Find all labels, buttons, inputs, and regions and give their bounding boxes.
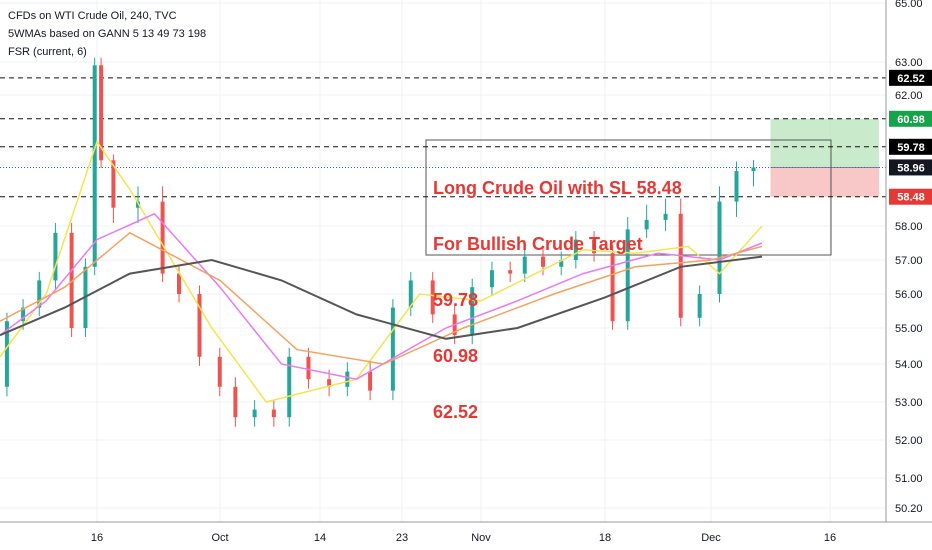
candle-body-14 xyxy=(217,356,222,387)
candle-body-42 xyxy=(734,171,739,202)
x-tick-label-7: 16 xyxy=(824,532,836,544)
candle-body-34 xyxy=(592,239,597,254)
candle-body-38 xyxy=(663,213,668,220)
ma-line-0 xyxy=(0,140,763,403)
price-axis-bg xyxy=(886,0,932,550)
y-tick-label-6: 56.00 xyxy=(895,289,923,301)
candle-body-33 xyxy=(573,239,578,260)
position-profit-zone xyxy=(770,118,879,168)
candle-body-41 xyxy=(717,201,722,294)
price-label-bg-2 xyxy=(889,138,932,155)
annotation-line-2: For Bullish Crude Target xyxy=(433,234,643,254)
price-label-2: 59.78 xyxy=(897,142,925,154)
candle-body-36 xyxy=(625,229,630,322)
candle-body-17 xyxy=(271,409,276,418)
candle-body-15 xyxy=(233,386,238,418)
candle-body-40 xyxy=(697,294,702,318)
price-label-bg-1 xyxy=(889,110,932,127)
candle-body-43 xyxy=(751,167,756,172)
ma-line-3 xyxy=(0,255,763,340)
candle-body-29 xyxy=(508,270,513,274)
y-tick-label-7: 55.00 xyxy=(895,323,923,335)
y-tick-label-11: 51.00 xyxy=(895,473,923,485)
y-tick-label-5: 57.00 xyxy=(895,255,923,267)
y-tick-label-9: 53.00 xyxy=(895,397,923,409)
y-tick-label-10: 52.00 xyxy=(895,435,923,447)
candle-body-25 xyxy=(430,280,435,315)
candle-body-11 xyxy=(160,201,165,274)
chart-title: CFDs on WTI Crude Oil, 240, TVC xyxy=(8,10,177,22)
candle-body-12 xyxy=(177,273,181,294)
annotation-line-1: Long Crude Oil with SL 58.48 xyxy=(433,178,682,198)
x-tick-label-5: 18 xyxy=(599,532,611,544)
y-tick-label-12: 50.20 xyxy=(895,503,923,515)
candle-body-2 xyxy=(21,307,26,322)
price-label-bg-3 xyxy=(889,159,932,176)
x-tick-label-1: Oct xyxy=(211,532,228,544)
candle-body-30 xyxy=(522,256,527,274)
candle-body-35 xyxy=(610,253,615,322)
candle-body-1 xyxy=(4,321,9,387)
candle-body-31 xyxy=(541,256,545,267)
x-tick-label-6: Dec xyxy=(701,532,721,544)
price-label-3: 58.96 xyxy=(897,162,925,174)
x-tick-label-0: 16 xyxy=(91,532,103,544)
candle-body-5 xyxy=(69,232,74,328)
x-tick-label-4: Nov xyxy=(471,532,491,544)
candle-body-23 xyxy=(390,307,395,391)
candle-body-19 xyxy=(306,356,311,380)
candle-body-21 xyxy=(345,371,350,387)
candle-body-8 xyxy=(99,65,104,161)
candle-body-37 xyxy=(644,219,649,230)
candle-body-7 xyxy=(92,65,97,267)
candle-body-27 xyxy=(470,287,475,336)
candle-body-22 xyxy=(368,371,373,391)
price-label-bg-4 xyxy=(889,188,932,205)
candle-body-28 xyxy=(489,270,494,288)
candle-body-4 xyxy=(53,232,58,281)
annotation-target-1: 59.78 xyxy=(433,290,479,310)
position-stop-zone xyxy=(770,167,879,197)
y-tick-label-1: 63.00 xyxy=(895,57,923,69)
candle-body-13 xyxy=(197,294,202,357)
price-label-4: 58.48 xyxy=(897,192,925,204)
y-tick-label-2: 62.00 xyxy=(895,90,923,102)
price-label-1: 60.98 xyxy=(897,114,925,126)
candle-body-24 xyxy=(408,280,413,308)
price-label-bg-0 xyxy=(889,69,932,86)
trade-annotation: Long Crude Oil with SL 58.48 For Bullish… xyxy=(433,142,682,440)
indicator-label-fsr: FSR (current, 6) xyxy=(8,46,87,58)
candle-body-3 xyxy=(37,280,42,308)
candle-body-9 xyxy=(111,160,116,208)
y-tick-label-8: 54.00 xyxy=(895,359,923,371)
ma-line-1 xyxy=(0,212,763,380)
annotation-target-3: 62.52 xyxy=(433,402,479,422)
x-tick-label-3: 23 xyxy=(396,532,408,544)
ma-line-2 xyxy=(0,231,763,365)
x-tick-label-2: 14 xyxy=(314,532,326,544)
price-label-0: 62.52 xyxy=(897,73,925,85)
y-tick-label-4: 58.00 xyxy=(895,221,923,233)
annotation-target-2: 60.98 xyxy=(433,346,479,366)
indicator-label-wma: 5WMAs based on GANN 5 13 49 73 198 xyxy=(8,28,207,40)
candle-body-18 xyxy=(287,356,292,418)
y-tick-label-0: 65.00 xyxy=(895,0,923,10)
candle-body-32 xyxy=(559,260,564,267)
candle-body-16 xyxy=(252,409,257,418)
candle-body-20 xyxy=(327,379,332,387)
